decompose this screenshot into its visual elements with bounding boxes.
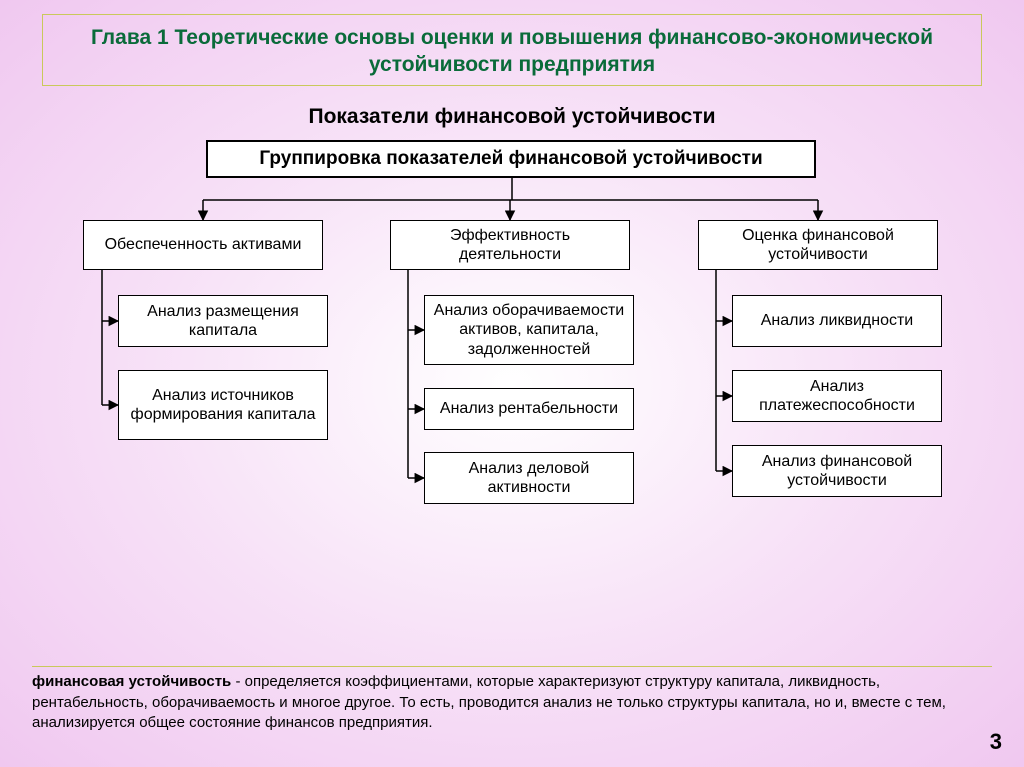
flowchart-head-1: Эффективность деятельности — [390, 220, 630, 270]
flowchart-root: Группировка показателей финансовой устой… — [206, 140, 816, 178]
flowchart-item-2-2: Анализ финансовой устойчивости — [732, 445, 942, 497]
page-title: Глава 1 Теоретические основы оценки и по… — [60, 24, 964, 79]
flowchart-item-2-0: Анализ ликвидности — [732, 295, 942, 347]
flowchart-item-0-1: Анализ источников формирования капитала — [118, 370, 328, 440]
flowchart-item-1-2: Анализ деловой активности — [424, 452, 634, 504]
flowchart-head-0: Обеспеченность активами — [83, 220, 323, 270]
page-number: 3 — [990, 729, 1002, 755]
flowchart-item-2-1: Анализ платежеспособности — [732, 370, 942, 422]
flowchart-container: Группировка показателей финансовой устой… — [38, 140, 986, 570]
footer-divider — [32, 666, 992, 667]
footer-text: финансовая устойчивость - определяется к… — [32, 672, 964, 733]
page-subtitle: Показатели финансовой устойчивости — [0, 105, 1024, 129]
footer-term: финансовая устойчивость — [32, 673, 231, 690]
flowchart-head-2: Оценка финансовой устойчивости — [698, 220, 938, 270]
flowchart-item-1-0: Анализ оборачиваемости активов, капитала… — [424, 295, 634, 365]
flowchart-item-0-0: Анализ размещения капитала — [118, 295, 328, 347]
flowchart-item-1-1: Анализ рентабельности — [424, 388, 634, 430]
